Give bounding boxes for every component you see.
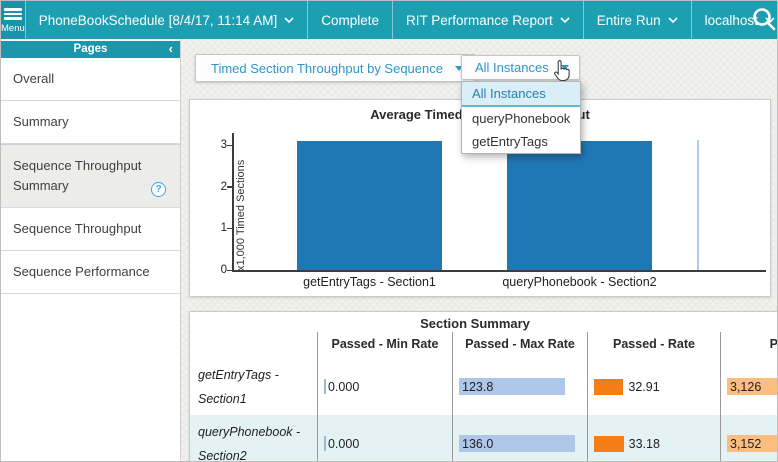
sidebar-item-label: Summary [13, 114, 69, 129]
menu-item-getentrytags[interactable]: getEntryTags [472, 134, 548, 149]
menu-label: Menu [1, 23, 25, 35]
max-rate-bar: 136.0 [459, 435, 576, 452]
max-rate-value: 136.0 [462, 436, 494, 451]
cell-passed-total: 3,152 [721, 415, 777, 461]
column-header-passed-max-rate: Passed - Max Rate [453, 332, 588, 358]
y-tick-label: 3 [220, 139, 227, 152]
nav-item-label: RIT Performance Report [405, 12, 553, 28]
chart-bar-getentrytags-section1 [297, 141, 442, 270]
pages-header: Pages ‹ [1, 41, 180, 58]
y-tick-label: 2 [220, 180, 227, 193]
report-type-dropdown[interactable]: Timed Section Throughput by Sequence [195, 54, 476, 82]
y-tick-mark [227, 144, 233, 147]
instance-dropdown[interactable]: All Instances [461, 55, 580, 80]
menu-item-queryphonebook[interactable]: queryPhonebook [472, 111, 571, 126]
chart-panel: Average Timed Section Throughput x1,000 … [189, 99, 771, 297]
cell-passed-rate: 33.18 [588, 415, 721, 461]
chevron-left-icon[interactable]: ‹ [168, 41, 173, 56]
sidebar-item-summary[interactable]: Summary [1, 101, 180, 144]
rate-value: 33.18 [628, 436, 660, 451]
secondary-axis-line [697, 140, 699, 270]
report-type-dropdown-label: Timed Section Throughput by Sequence [211, 60, 443, 76]
nav-item-label: Entire Run [596, 12, 661, 28]
column-header-passed-min-rate: Passed - Min Rate [318, 332, 453, 358]
cell-passed-total: 3,126 [721, 358, 777, 415]
nav-item-localhost[interactable]: localhost [690, 1, 777, 39]
total-value: 3,126 [730, 379, 762, 394]
sidebar: Pages ‹ Overall Summary Sequence Throughpu… [1, 39, 181, 461]
cell-passed-max-rate: 123.8 [453, 358, 588, 415]
max-rate-bar: 123.8 [459, 378, 565, 395]
sidebar-item-label: Sequence Performance [13, 264, 150, 279]
sidebar-item-label: Overall [13, 71, 55, 86]
y-tick-mark [227, 269, 233, 271]
hamburger-icon [3, 6, 22, 22]
instance-dropdown-label: All Instances [475, 60, 549, 75]
y-tick-mark [227, 186, 233, 188]
chevron-down-icon [560, 17, 570, 23]
pages-header-label: Pages [73, 43, 108, 55]
nav-item-rit-performance-report[interactable]: RIT Performance Report [391, 1, 583, 39]
table-title: Section Summary [420, 316, 530, 331]
total-value: 3,152 [730, 436, 762, 451]
main-content: Timed Section Throughput by Sequence All… [181, 39, 778, 461]
row-label-getentrytags-section1: getEntryTags - Section1 [190, 358, 318, 415]
max-rate-value: 123.8 [462, 379, 494, 394]
cell-passed-min-rate: 0.000 [318, 415, 453, 461]
top-bar: Menu PhoneBookSchedule [8/4/17, 11:14 AM… [1, 1, 778, 39]
min-rate-bar [324, 379, 326, 394]
top-nav: PhoneBookSchedule [8/4/17, 11:14 AM] Comp… [24, 1, 777, 39]
cell-passed-rate: 32.91 [588, 358, 721, 415]
total-bar: 3,152 [727, 435, 777, 452]
sidebar-item-overall[interactable]: Overall [1, 58, 180, 101]
x-axis-category-label: queryPhonebook - Section2 [502, 275, 657, 289]
chevron-down-icon [560, 65, 569, 70]
chart-bar-queryphonebook-section2 [507, 141, 652, 270]
pages-list: Overall Summary Sequence Throughput Summar… [1, 58, 180, 294]
nav-item-entire-run[interactable]: Entire Run [582, 1, 691, 39]
rate-bar [594, 378, 624, 395]
search-icon[interactable] [750, 6, 778, 34]
min-rate-value: 0.000 [328, 379, 360, 394]
menu-item-all-instances[interactable]: All Instances [462, 82, 580, 107]
sidebar-item-sequence-throughput[interactable]: Sequence Throughput [1, 208, 180, 251]
x-axis-category-label: getEntryTags - Section1 [303, 275, 436, 289]
rate-value: 32.91 [628, 379, 660, 394]
nav-item-phonebookschedule-8-4-17-11-14-am[interactable]: PhoneBookSchedule [8/4/17, 11:14 AM] [24, 1, 307, 39]
column-header-passed-rate: Passed - Rate [588, 332, 721, 358]
chevron-down-icon [284, 17, 294, 23]
cell-passed-min-rate: 0.000 [318, 358, 453, 415]
y-axis [232, 133, 234, 272]
nav-item-label: PhoneBookSchedule [8/4/17, 11:14 AM] [38, 12, 278, 28]
section-summary-panel: Section Summary Passed - Min Rate Passed … [189, 311, 778, 461]
min-rate-bar [324, 436, 326, 451]
sidebar-item-label: Sequence Throughput Summary [13, 158, 142, 193]
chevron-down-icon [454, 65, 463, 71]
x-axis [232, 270, 766, 272]
instance-dropdown-menu: All Instances queryPhonebook getEntryTags [461, 81, 581, 154]
section-summary-table: Passed - Min Rate Passed - Max Rate Passed… [190, 332, 778, 461]
help-icon[interactable]: ? [151, 182, 166, 197]
chevron-down-icon [668, 17, 678, 23]
rate-bar [594, 435, 624, 452]
column-header-section [190, 332, 318, 358]
row-label-queryphonebook-section2: queryPhonebook - Section2 [190, 415, 318, 461]
total-bar: 3,126 [727, 378, 777, 395]
y-tick-mark [227, 227, 233, 230]
nav-item-label: Complete [321, 12, 379, 28]
sidebar-item-sequence-throughput-summary[interactable]: Sequence Throughput Summary? [1, 144, 180, 208]
y-tick-label: 1 [220, 222, 227, 235]
y-tick-label: 0 [220, 264, 227, 276]
column-header-passed-total: Passed - Total [769, 337, 778, 351]
nav-item-complete[interactable]: Complete [307, 1, 392, 39]
y-axis-title: x1,000 Timed Sections [235, 159, 247, 271]
min-rate-value: 0.000 [328, 436, 360, 451]
sidebar-item-label: Sequence Throughput [13, 221, 142, 236]
cell-passed-max-rate: 136.0 [453, 415, 588, 461]
menu-button[interactable]: Menu [1, 1, 25, 39]
nav-item-label: localhost [704, 12, 758, 28]
chevron-down-icon [765, 17, 775, 23]
sidebar-item-sequence-performance[interactable]: Sequence Performance [1, 251, 180, 294]
